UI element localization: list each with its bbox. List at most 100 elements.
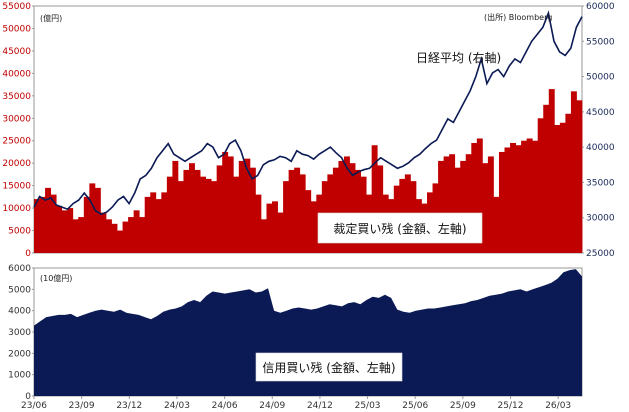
arbitrage-bar bbox=[454, 167, 461, 253]
arbitrage-bar bbox=[94, 187, 101, 253]
arbitrage-bar bbox=[155, 199, 162, 253]
arbitrage-bar bbox=[166, 176, 173, 253]
top-left-tick-label: 30000 bbox=[2, 114, 31, 124]
arbitrage-bar bbox=[498, 151, 505, 253]
arbitrage-bar bbox=[117, 230, 123, 253]
arbitrage-bar bbox=[371, 145, 378, 253]
arbitrage-bar bbox=[537, 118, 544, 253]
top-left-tick-label: 55000 bbox=[2, 2, 31, 12]
arbitrage-bar bbox=[72, 219, 79, 253]
margin-buy-area bbox=[34, 269, 582, 396]
top-left-tick-label: 45000 bbox=[2, 47, 31, 57]
arbitrage-bar bbox=[133, 210, 140, 253]
x-tick-label: 25/09 bbox=[450, 401, 476, 411]
arbitrage-bar bbox=[559, 122, 566, 253]
arbitrage-bars bbox=[34, 89, 583, 254]
top-right-axis: 25000 30000 35000 40000 45000 50000 55000 60000 bbox=[582, 2, 615, 259]
top-left-tick-label: 40000 bbox=[2, 69, 31, 79]
arbitrage-bar bbox=[272, 201, 278, 253]
x-tick-label: 24/09 bbox=[259, 401, 285, 411]
x-tick-label: 24/03 bbox=[164, 401, 190, 411]
x-axis: 23/06 23/09 23/12 24/03 24/06 24/09 24/12 25/03… bbox=[21, 396, 571, 411]
source-note: (出所) Bloomberg bbox=[484, 12, 552, 22]
nikkei-annotation: 日経平均 (右軸) bbox=[416, 50, 501, 65]
arbitrage-bar bbox=[45, 187, 52, 253]
arbitrage-bar bbox=[493, 196, 500, 253]
arbitrage-bar bbox=[288, 169, 295, 253]
arbitrage-bar bbox=[61, 210, 68, 253]
bottom-left-axis: 0 1000 2000 3000 4000 5000 6000 bbox=[8, 264, 34, 402]
arbitrage-bar bbox=[39, 196, 46, 253]
bottom-left-tick-label: 4000 bbox=[8, 307, 31, 317]
arbitrage-bar bbox=[294, 167, 301, 253]
arbitrage-annotation: 裁定買い残 (金額、左軸) bbox=[333, 221, 466, 236]
arbitrage-bar bbox=[277, 212, 284, 253]
top-right-tick-label: 30000 bbox=[586, 214, 615, 224]
bottom-left-tick-label: 3000 bbox=[8, 328, 31, 338]
arbitrage-bar bbox=[554, 125, 561, 253]
x-tick-label: 24/12 bbox=[307, 401, 333, 411]
arbitrage-bar bbox=[205, 178, 212, 253]
arbitrage-bar bbox=[576, 100, 583, 254]
nikkei-line bbox=[33, 10, 583, 216]
top-right-tick-label: 50000 bbox=[586, 73, 615, 83]
x-tick-label: 25/03 bbox=[355, 401, 381, 411]
bottom-left-tick-label: 0 bbox=[25, 392, 31, 402]
arbitrage-bar bbox=[476, 138, 483, 253]
arbitrage-bar bbox=[128, 217, 135, 253]
x-tick-label: 23/06 bbox=[21, 401, 47, 411]
arbitrage-bar bbox=[332, 167, 339, 253]
top-left-tick-label: 5000 bbox=[8, 227, 31, 237]
arbitrage-bar bbox=[460, 160, 467, 253]
arbitrage-bar bbox=[305, 190, 312, 253]
arbitrage-bar bbox=[266, 203, 273, 253]
arbitrage-bar bbox=[543, 104, 550, 253]
arbitrage-bar bbox=[510, 142, 516, 253]
arbitrage-bar bbox=[161, 192, 168, 253]
arbitrage-bar bbox=[144, 196, 151, 253]
bottom-left-tick-label: 1000 bbox=[8, 371, 31, 381]
arbitrage-bar bbox=[438, 160, 445, 253]
arbitrage-bar bbox=[565, 113, 572, 253]
bottom-left-tick-label: 6000 bbox=[8, 264, 31, 274]
bottom-unit-label: (10億円) bbox=[40, 273, 72, 283]
bottom-left-tick-label: 5000 bbox=[8, 285, 31, 295]
arbitrage-bar bbox=[150, 192, 157, 253]
arbitrage-bar bbox=[216, 165, 223, 253]
arbitrage-bar bbox=[487, 156, 494, 253]
arbitrage-bar bbox=[299, 174, 306, 253]
arbitrage-bar bbox=[89, 183, 96, 253]
arbitrage-bar bbox=[50, 194, 57, 253]
top-left-tick-label: 0 bbox=[25, 249, 31, 259]
arbitrage-bar bbox=[56, 205, 63, 253]
arbitrage-bar bbox=[222, 151, 229, 253]
arbitrage-bar bbox=[172, 160, 179, 253]
arbitrage-bar bbox=[570, 91, 577, 253]
top-left-tick-label: 20000 bbox=[2, 159, 31, 169]
bottom-left-tick-label: 2000 bbox=[8, 349, 31, 359]
arbitrage-bar bbox=[200, 176, 206, 253]
arbitrage-bar bbox=[465, 154, 472, 253]
arbitrage-bar bbox=[343, 156, 350, 253]
x-tick-label: 24/06 bbox=[212, 401, 238, 411]
arbitrage-bar bbox=[227, 156, 234, 253]
arbitrage-bar bbox=[471, 142, 478, 253]
x-tick-label: 23/12 bbox=[116, 401, 142, 411]
arbitrage-bar bbox=[532, 140, 539, 253]
arbitrage-bar bbox=[188, 163, 195, 253]
arbitrage-bar bbox=[482, 163, 489, 253]
arbitrage-bar bbox=[255, 194, 262, 253]
arbitrage-bar bbox=[504, 147, 511, 253]
arbitrage-bar bbox=[211, 181, 218, 253]
x-tick-label: 26/03 bbox=[545, 401, 571, 411]
arbitrage-bar bbox=[78, 217, 85, 253]
arbitrage-bar bbox=[67, 208, 74, 253]
arbitrage-label-box bbox=[317, 212, 483, 244]
top-right-tick-label: 60000 bbox=[586, 2, 615, 12]
margin-label-box bbox=[255, 352, 403, 382]
arbitrage-bar bbox=[260, 219, 267, 253]
arbitrage-bar bbox=[443, 156, 450, 253]
arbitrage-bar bbox=[183, 169, 190, 253]
arbitrage-bar bbox=[100, 212, 107, 253]
